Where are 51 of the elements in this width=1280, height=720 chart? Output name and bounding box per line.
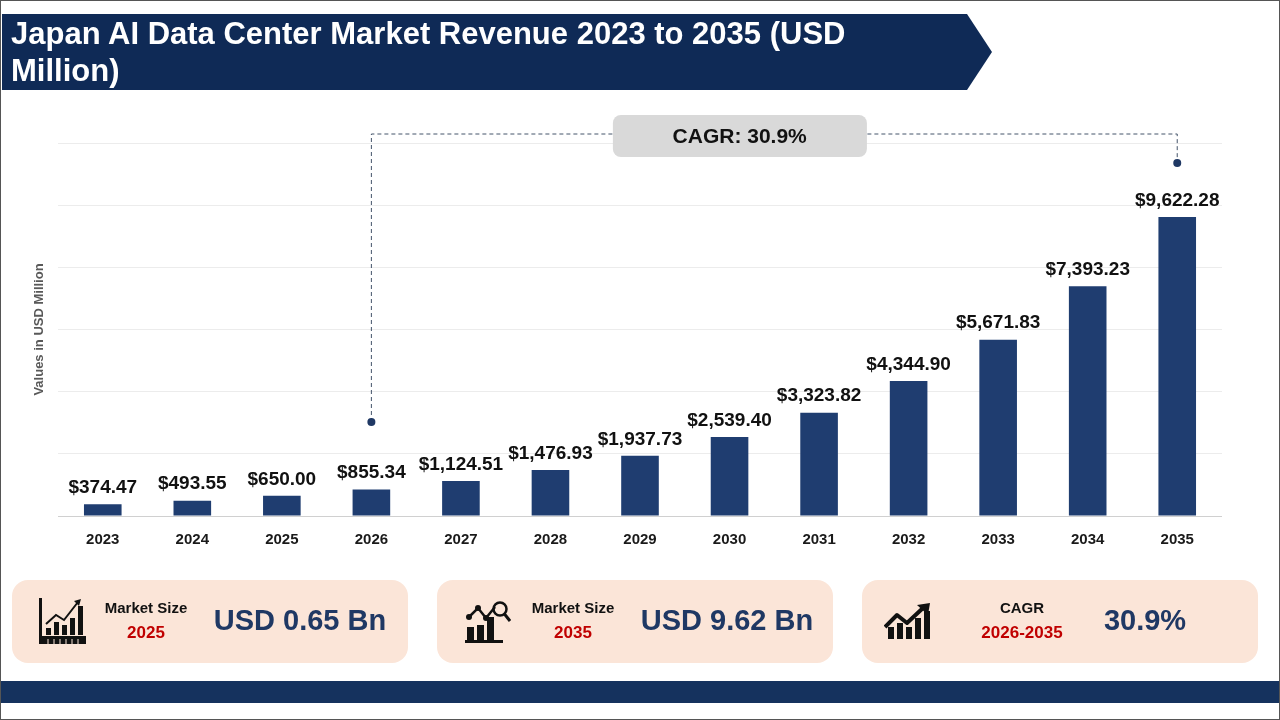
data-label: $9,622.28 [1134, 188, 1220, 210]
chart-title: Japan AI Data Center Market Revenue 2023 to 2035 (USD Million) [11, 15, 847, 89]
x-tick-label: 2029 [623, 530, 657, 548]
data-label: $4,344.90 [866, 352, 951, 374]
x-tick-label: 2035 [1160, 530, 1194, 548]
bar [800, 412, 838, 516]
data-label: $1,937.73 [597, 427, 683, 449]
data-label: $1,124.51 [418, 452, 504, 474]
bar [531, 470, 570, 516]
text: CAGR [998, 599, 1046, 617]
data-label: $493.55 [157, 472, 228, 494]
x-tick-label: 2023 [86, 530, 120, 548]
x-tick-label: 2034 [1071, 530, 1106, 548]
data-label: $650.00 [247, 467, 317, 489]
data-label: $3,323.82 [776, 384, 862, 406]
bar [889, 380, 928, 516]
text: 2026-2035 [980, 623, 1064, 643]
title-banner: Japan AI Data Center Market Revenue 2023 to 2035 (USD Million) [2, 14, 992, 90]
data-label: $7,393.23 [1045, 257, 1130, 279]
bar [173, 500, 212, 516]
bar [83, 504, 122, 516]
data-label: $1,476.93 [508, 441, 593, 463]
text: 2035 [553, 623, 593, 643]
x-tick-label: 2033 [981, 530, 1015, 548]
y-axis-title: Values in USD Million [31, 263, 47, 396]
text: 2025 [126, 623, 166, 643]
bar [263, 495, 301, 516]
bar [442, 481, 480, 516]
x-tick-label: 2028 [533, 530, 568, 548]
data-label: $2,539.40 [687, 408, 772, 430]
data-label: $855.34 [337, 461, 407, 483]
x-tick-label: 2024 [175, 530, 210, 548]
bar [621, 455, 659, 516]
x-tick-label: 2031 [802, 530, 836, 548]
text: 30.9% [1103, 604, 1187, 636]
x-tick-label: 2025 [265, 530, 299, 548]
text: USD 9.62 Bn [639, 603, 815, 638]
data-label: $374.47 [68, 476, 138, 498]
x-tick-label: 2030 [712, 530, 747, 548]
bar [352, 489, 391, 516]
x-tick-label: 2026 [354, 530, 389, 548]
text: USD 0.65 Bn [212, 603, 388, 638]
bar [979, 339, 1017, 516]
bar [1068, 286, 1107, 516]
data-label: $5,671.83 [955, 311, 1041, 333]
text: Market Size [530, 599, 616, 617]
text: Market Size [103, 599, 189, 617]
x-tick-label: 2027 [444, 530, 478, 548]
x-tick-label: 2032 [891, 530, 926, 548]
bar [1158, 216, 1197, 516]
bar [710, 437, 749, 516]
